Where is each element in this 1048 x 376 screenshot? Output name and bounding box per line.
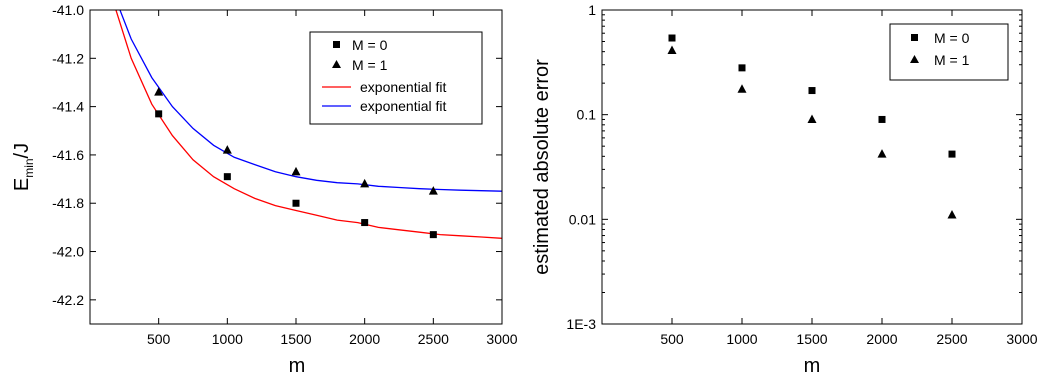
data-point (292, 199, 300, 207)
legend-square-marker (333, 41, 340, 48)
legend-label-m0: M = 0 (352, 37, 388, 53)
legend-label-red-fit: exponential fit (360, 79, 447, 95)
legend-label-m0: M = 0 (934, 30, 970, 46)
x-tick-label: 2000 (349, 331, 380, 347)
x-tick-label: 3000 (486, 331, 517, 347)
y-tick-label: 0.01 (569, 211, 596, 227)
left-ticks: 500 1000 1500 2000 2500 3000 -41.0 -41.2 -41.4 -4… (52, 2, 518, 347)
legend-triangle-marker (332, 60, 341, 68)
y-tick-label: -42.2 (52, 292, 84, 308)
y-tick-label: -41.0 (52, 2, 84, 18)
data-point (808, 87, 816, 95)
legend-label-m1: M = 1 (352, 57, 388, 73)
x-tick-label: 1500 (280, 331, 311, 347)
data-point (429, 231, 437, 239)
data-point (877, 149, 887, 158)
right-points (667, 34, 957, 219)
y-tick-label: -42.0 (52, 244, 84, 260)
y-tick-label: 1E-3 (566, 316, 596, 332)
right-chart: 500 1000 1500 2000 2500 3000 1 0.1 0.01 1E-3 m es… (531, 2, 1038, 376)
data-point (807, 114, 817, 123)
data-point (360, 178, 370, 188)
y-tick-label: 0.1 (577, 107, 597, 123)
data-point (948, 150, 956, 158)
x-tick-label: 1000 (212, 331, 243, 347)
data-point (223, 173, 231, 181)
data-point (155, 110, 163, 118)
x-tick-label: 2500 (936, 331, 967, 347)
right-y-axis-label: estimated absolute error (531, 59, 553, 275)
x-tick-label: 500 (660, 331, 684, 347)
y-tick-label: -41.6 (52, 147, 84, 163)
data-point (291, 166, 301, 176)
right-x-axis-label: m (804, 355, 821, 376)
y-tick-label: -41.8 (52, 195, 84, 211)
right-legend: M = 0 M = 1 (889, 23, 1009, 81)
x-tick-label: 500 (147, 331, 171, 347)
x-tick-label: 3000 (1006, 331, 1037, 347)
data-point (668, 34, 676, 42)
y-tick-label: -41.4 (52, 99, 84, 115)
data-point (738, 64, 746, 72)
data-point (737, 84, 747, 93)
x-tick-label: 2500 (418, 331, 449, 347)
data-point (361, 219, 369, 227)
data-point (222, 145, 232, 154)
y-tick-label: -41.2 (52, 50, 84, 66)
y-tick-label: 1 (588, 2, 596, 18)
legend-label-m1: M = 1 (934, 52, 970, 68)
x-tick-label: 1000 (726, 331, 757, 347)
legend-triangle-marker (910, 55, 919, 63)
data-point (947, 210, 957, 219)
x-tick-label: 1500 (796, 331, 827, 347)
legend-label-blue-fit: exponential fit (360, 98, 447, 114)
data-point (154, 87, 164, 96)
right-ticks: 500 1000 1500 2000 2500 3000 1 0.1 0.01 1E-3 (566, 2, 1037, 347)
left-y-axis-label: Emin/J (11, 143, 36, 191)
left-x-axis-label: m (289, 355, 306, 376)
data-point (878, 115, 886, 123)
data-point (667, 45, 677, 55)
left-chart: 500 1000 1500 2000 2500 3000 -41.0 -41.2 -41.4 -4… (11, 2, 518, 376)
x-tick-label: 2000 (866, 331, 897, 347)
left-points (154, 87, 438, 239)
left-legend: M = 0 M = 1 exponential fit exponential … (309, 31, 483, 125)
legend-square-marker (911, 34, 918, 41)
data-point (428, 186, 438, 195)
right-legend-box (889, 23, 1009, 81)
